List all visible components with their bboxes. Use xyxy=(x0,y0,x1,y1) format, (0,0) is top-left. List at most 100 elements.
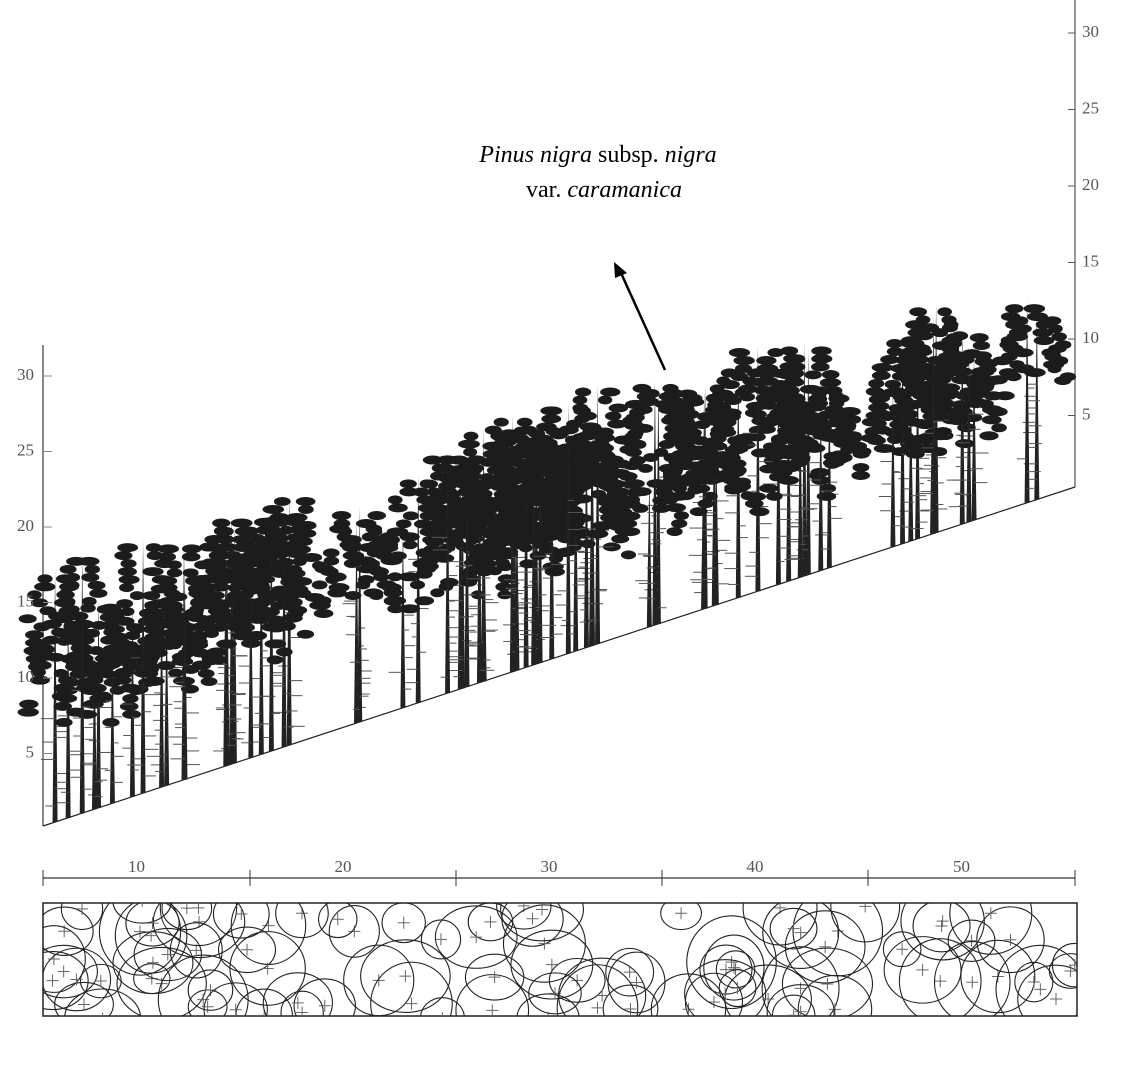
foliage xyxy=(989,407,1007,416)
stem-marker xyxy=(348,925,360,937)
forest-profile: Pinus nigra subsp. nigra var. caramanica… xyxy=(0,0,1122,1086)
foliage xyxy=(629,408,646,417)
foliage xyxy=(902,442,922,451)
right-tick-label: 25 xyxy=(1082,98,1099,117)
foliage xyxy=(948,416,966,425)
foliage xyxy=(425,512,445,521)
foliage xyxy=(979,431,998,440)
foliage xyxy=(262,505,284,514)
foliage xyxy=(741,491,756,500)
foliage xyxy=(1009,360,1024,369)
foliage xyxy=(909,307,927,316)
foliage xyxy=(256,526,271,535)
foliage xyxy=(941,344,959,353)
foliage xyxy=(320,567,339,576)
foliage xyxy=(944,320,959,329)
foliage xyxy=(140,653,160,662)
foliage xyxy=(730,444,749,453)
foliage xyxy=(362,559,380,568)
foliage xyxy=(344,559,360,568)
foliage xyxy=(654,448,668,457)
foliage xyxy=(201,653,220,662)
foliage xyxy=(97,605,112,614)
foliage xyxy=(276,647,293,656)
foliage xyxy=(212,519,230,528)
foliage xyxy=(250,550,270,559)
foliage xyxy=(505,484,521,493)
stem-marker xyxy=(934,975,946,987)
foliage xyxy=(804,444,826,453)
foliage xyxy=(607,489,623,498)
stem-marker xyxy=(399,970,411,982)
foliage xyxy=(140,669,158,678)
foliage xyxy=(915,344,931,353)
foliage xyxy=(671,519,687,528)
foliage xyxy=(778,420,799,429)
foliage xyxy=(735,364,752,373)
foliage xyxy=(265,639,287,648)
scale-label: 30 xyxy=(541,857,558,876)
annotation-line1: Pinus nigra subsp. nigra xyxy=(478,142,716,168)
foliage xyxy=(667,527,683,536)
foliage xyxy=(661,416,678,425)
foliage xyxy=(64,621,81,630)
foliage xyxy=(455,480,470,489)
foliage xyxy=(727,436,742,445)
right-tick-label: 5 xyxy=(1082,404,1091,423)
foliage xyxy=(359,543,379,552)
foliage xyxy=(218,615,237,624)
foliage xyxy=(694,420,710,429)
annotation-line2: var. caramanica xyxy=(526,177,682,203)
foliage xyxy=(774,460,794,469)
foliage xyxy=(75,654,94,663)
foliage xyxy=(88,581,106,590)
foliage xyxy=(887,435,903,444)
foliage xyxy=(274,497,291,506)
foliage xyxy=(766,492,782,501)
foliage xyxy=(937,307,952,316)
stem-marker xyxy=(527,913,539,925)
foliage xyxy=(697,412,714,421)
foliage xyxy=(1036,320,1051,329)
foliage xyxy=(513,468,532,477)
stem-marker xyxy=(262,920,274,932)
foliage xyxy=(1003,344,1024,353)
foliage xyxy=(267,615,285,624)
trunk xyxy=(647,476,652,627)
foliage xyxy=(872,363,893,372)
scale-label: 50 xyxy=(953,857,970,876)
foliage xyxy=(1024,368,1046,377)
foliage xyxy=(689,483,704,492)
foliage xyxy=(724,396,742,405)
foliage xyxy=(440,578,459,587)
stem-marker xyxy=(591,1002,603,1014)
foliage xyxy=(344,591,361,600)
foliage xyxy=(42,620,62,629)
foliage xyxy=(396,519,412,528)
stem-marker xyxy=(489,971,501,983)
foliage xyxy=(713,428,730,437)
foliage xyxy=(587,529,608,538)
foliage xyxy=(59,613,73,622)
foliage xyxy=(113,647,128,656)
foliage xyxy=(1027,312,1048,321)
foliage xyxy=(797,413,818,422)
foliage xyxy=(204,629,219,638)
foliage xyxy=(756,356,776,365)
foliage xyxy=(824,460,840,469)
foliage xyxy=(425,528,447,537)
foliage xyxy=(356,519,377,528)
foliage xyxy=(159,597,177,606)
foliage xyxy=(142,567,163,576)
foliage xyxy=(767,348,784,357)
foliage xyxy=(599,505,613,514)
foliage xyxy=(284,566,302,575)
stem-marker xyxy=(917,964,929,976)
foliage xyxy=(539,446,557,455)
foliage xyxy=(663,472,682,481)
stem-marker xyxy=(97,1013,109,1025)
foliage xyxy=(759,484,778,493)
foliage xyxy=(497,562,513,571)
foliage xyxy=(619,472,638,481)
foliage xyxy=(812,362,829,371)
